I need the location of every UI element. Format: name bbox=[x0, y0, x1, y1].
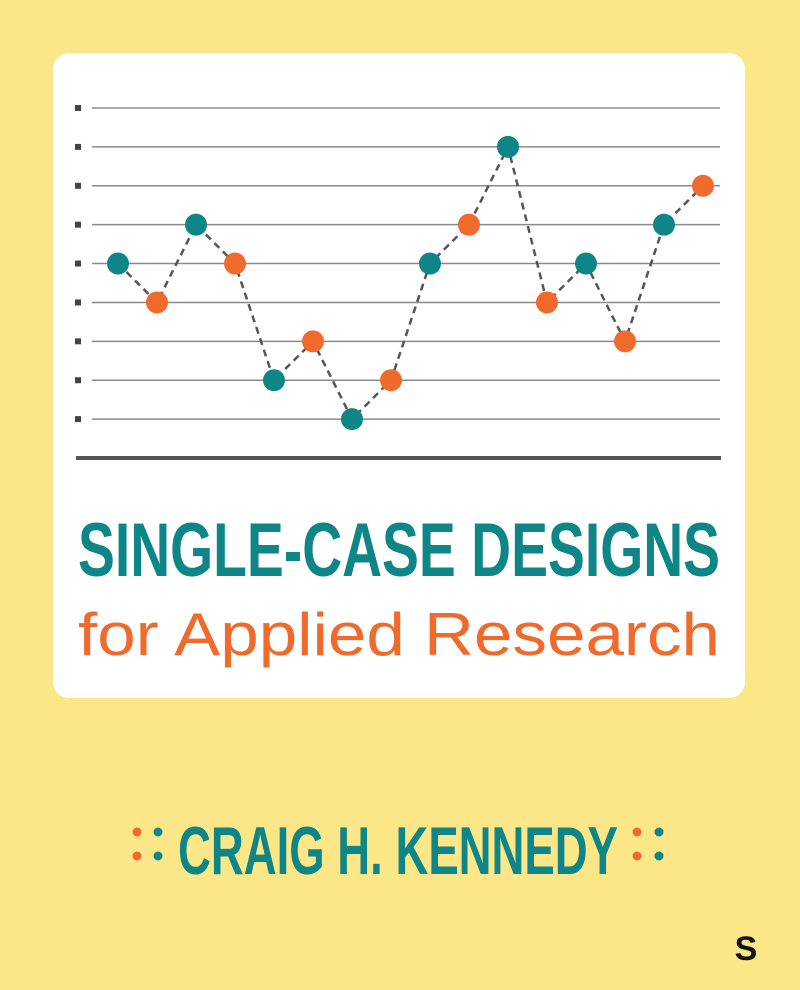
tick-mark bbox=[75, 105, 81, 111]
data-point bbox=[419, 252, 441, 275]
data-point bbox=[380, 369, 402, 392]
tick-mark bbox=[75, 221, 81, 228]
chart bbox=[75, 105, 721, 460]
data-point bbox=[575, 252, 597, 275]
tick-mark bbox=[75, 416, 81, 423]
subtitle: for Applied Research bbox=[78, 601, 720, 668]
tick-mark bbox=[75, 377, 81, 384]
data-point bbox=[107, 252, 129, 275]
tick-mark bbox=[75, 260, 81, 267]
data-point bbox=[341, 408, 363, 431]
data-point bbox=[614, 330, 636, 353]
data-point bbox=[653, 213, 675, 236]
data-point bbox=[263, 369, 285, 392]
data-point bbox=[302, 330, 324, 353]
tick-mark bbox=[75, 338, 81, 345]
publisher-logo: S bbox=[735, 930, 758, 968]
tick-mark bbox=[75, 182, 81, 189]
data-point bbox=[224, 252, 246, 275]
data-point bbox=[458, 213, 480, 236]
tick-mark bbox=[75, 143, 81, 150]
decor-right bbox=[632, 827, 664, 861]
title: SINGLE-CASE DESIGNS bbox=[78, 508, 720, 593]
data-point bbox=[146, 291, 168, 314]
decor-left bbox=[132, 827, 163, 861]
data-line bbox=[117, 143, 704, 422]
author: CRAIG H. KENNEDY bbox=[178, 813, 618, 889]
tick-mark bbox=[75, 299, 81, 306]
data-point bbox=[692, 174, 714, 197]
data-point bbox=[536, 291, 558, 314]
data-point bbox=[497, 135, 519, 158]
data-point bbox=[185, 213, 207, 236]
